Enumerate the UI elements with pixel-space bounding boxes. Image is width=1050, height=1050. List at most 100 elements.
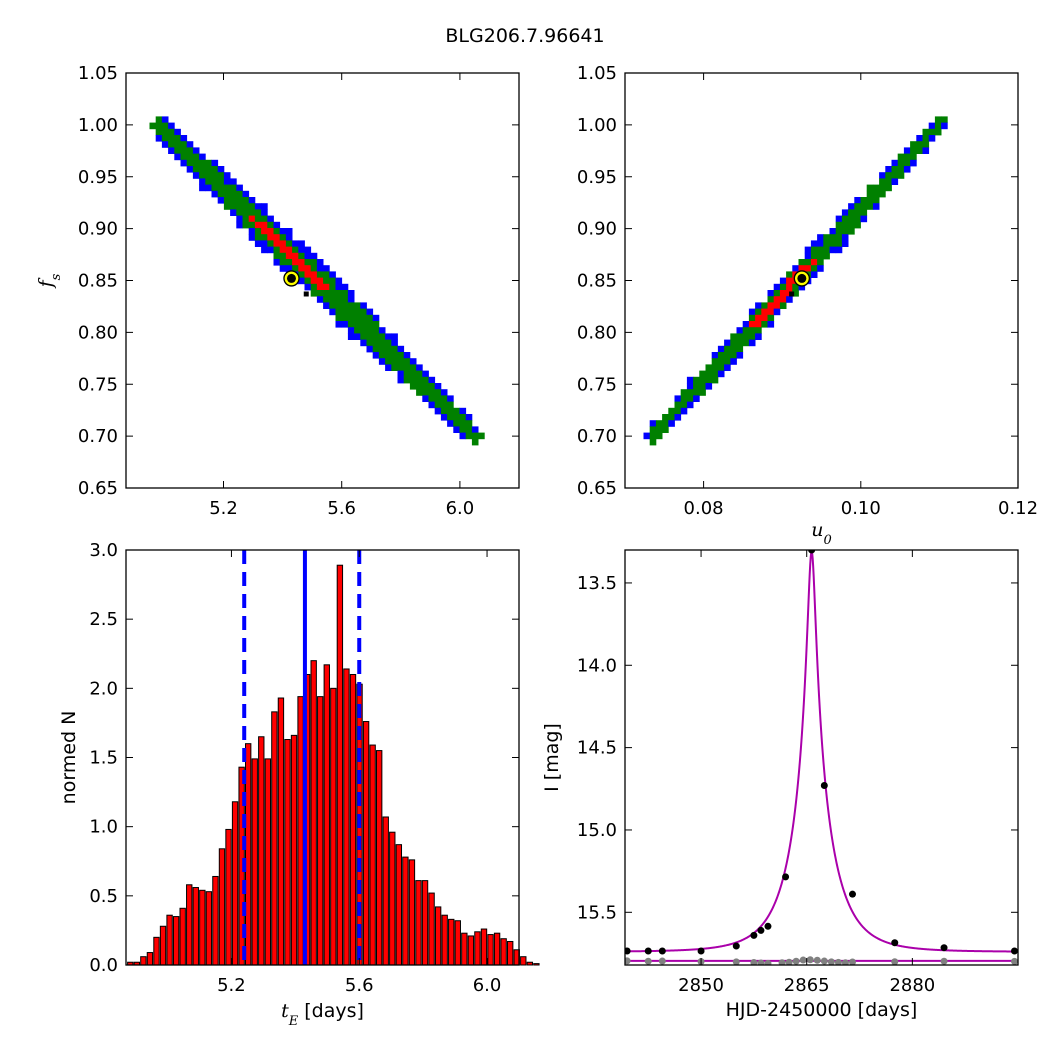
fs-tE-cell-3sigma [180,159,188,167]
fs-tE-cell-2sigma [211,172,219,179]
data-point [782,873,790,881]
fs-tE-cell-2sigma [428,389,436,396]
residual-point [785,958,793,965]
fs-tE-cell-3sigma [292,240,299,247]
fs-u0-cell-1sigma [748,321,756,328]
fs-tE-cell-2sigma [372,345,380,353]
fs-u0-cell-2sigma [817,252,824,260]
fs-tE-cell-2sigma [329,283,336,291]
histogram-bar [474,931,481,966]
fs-u0-cell-2sigma [841,228,849,235]
fs-u0-cell-2sigma [662,414,669,421]
fs-u0-cell-2sigma [854,209,861,216]
fs-u0-cell-2sigma [724,345,731,353]
fs-tE-cell-3sigma [465,414,473,421]
fs-u0-cell-2sigma [736,339,744,347]
fs-u0-xlabel: u0 [811,519,832,548]
fs-u0-cell-3sigma [767,321,775,328]
fs-tE-cell-2sigma [434,401,442,409]
fs-u0-cell-2sigma [934,128,942,136]
fs-tE-cell-3sigma [397,345,405,353]
fs-u0-cell-1sigma [798,265,806,272]
fs-u0-cell-1sigma [773,296,781,303]
fs-u0-cell-2sigma [705,364,713,371]
fs-tE-cell-2sigma [385,358,392,365]
fs-tE-cell-2sigma [279,234,287,241]
fs-tE-cell-3sigma [236,215,243,223]
fs-tE-cell-2sigma [440,395,448,402]
fs-tE-cell-2sigma [211,184,219,192]
fs-u0-cell-2sigma [686,389,694,396]
histogram-bar [428,892,435,966]
fs-u0-cell-2sigma [767,314,775,322]
fs-u0-cell-2sigma [860,203,868,210]
residual-point [841,959,849,965]
histogram-bar [487,934,494,966]
fs-tE-cell-2sigma [403,376,411,384]
fs-tE-cell-3sigma [273,221,281,229]
fs-tE-cell-3sigma [304,246,312,254]
fs-u0-cell-3sigma [717,345,725,353]
fs-tE-cell-2sigma [354,314,361,322]
hist-ytick-label: 1.5 [89,748,118,769]
fs-tE-cell-2sigma [378,345,386,353]
fs-tE-cell-2sigma [217,178,225,185]
figure-title: BLG206.7.96641 [445,25,604,47]
fs-tE-cell-2sigma [459,420,467,427]
hist-ylabel: normed N [58,711,80,805]
fs-u0-cell-3sigma [810,271,818,278]
fs-u0-cell-2sigma [724,358,731,365]
fs-tE-cell-3sigma [422,370,429,378]
fs-tE-cell-2sigma [298,252,305,260]
fs-tE-cell-2sigma [174,141,181,148]
fs-tE-cell-2sigma [211,166,219,173]
fs-tE-ytick-label: 0.65 [78,478,118,499]
fs-tE-cell-2sigma [447,407,454,415]
fs-u0-cell-2sigma [866,184,874,192]
fs-tE-cell-2sigma [459,414,467,421]
fs-tE-grid [149,116,485,446]
fs-tE-cell-3sigma [174,153,181,161]
fs-u0-cell-2sigma [885,184,892,192]
histogram-bar [480,928,488,966]
fs-tE-cell-3sigma [341,283,349,291]
fs-tE-cell-2sigma [310,259,318,266]
fs-tE-cell-2sigma [223,197,231,204]
fs-tE-cell-2sigma [335,296,343,303]
fs-tE-cell-3sigma [416,364,423,371]
hist-frame [125,549,520,966]
residual-point [940,957,948,965]
histogram-bar [362,721,370,966]
fs-tE-cell-2sigma [310,283,318,291]
lc-ylabel: I [mag] [541,723,563,792]
fs-tE-cell-2sigma [292,265,299,272]
fs-u0-cell-2sigma [680,395,688,402]
fs-tE-cell-2sigma [242,221,250,229]
fs-u0-cell-3sigma [686,401,694,409]
fs-tE-cell-2sigma [329,277,336,285]
fs-tE-cell-3sigma [199,178,206,185]
fs-u0-cell-1sigma [810,259,818,266]
fs-tE-ytick-label: 1.00 [78,115,118,136]
fs-u0-cell-2sigma [699,370,706,378]
fs-tE-cell-2sigma [199,172,206,179]
histogram-bar [375,750,383,966]
fs-tE-cell-2sigma [422,376,429,384]
fs-u0-cell-3sigma [717,370,725,378]
histogram-bar [389,831,396,966]
fs-tE-cell-2sigma [397,352,405,359]
fs-u0-cell-2sigma [693,389,700,396]
fs-u0-cell-2sigma [897,159,905,167]
fs-tE-cell-2sigma [310,290,318,297]
fs-tE-cell-1sigma [267,234,274,241]
fs-u0-cell-2sigma [761,321,768,328]
fs-u0-cell-2sigma [736,333,744,340]
histogram-bar [205,891,213,966]
fs-tE-cell-1sigma [273,240,281,247]
fs-tE-cell-3sigma [304,283,312,291]
histogram-bar [533,963,540,966]
fs-tE-cell-1sigma [316,283,324,291]
histogram-bar [323,664,330,966]
fs-tE-cell-3sigma [366,308,374,316]
